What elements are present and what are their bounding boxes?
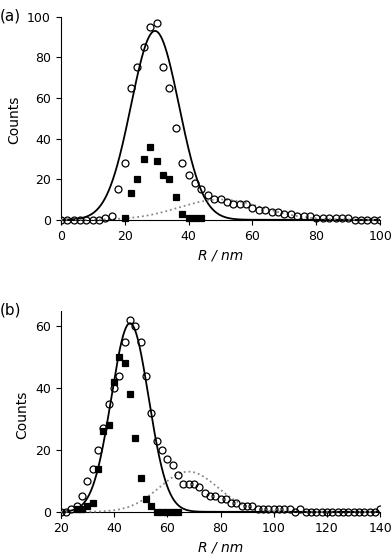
Text: (a): (a) xyxy=(0,8,21,23)
X-axis label: R / nm: R / nm xyxy=(198,540,243,554)
Text: (b): (b) xyxy=(0,302,22,317)
X-axis label: R / nm: R / nm xyxy=(198,248,243,262)
Y-axis label: Counts: Counts xyxy=(7,96,22,144)
Y-axis label: Counts: Counts xyxy=(16,390,30,438)
